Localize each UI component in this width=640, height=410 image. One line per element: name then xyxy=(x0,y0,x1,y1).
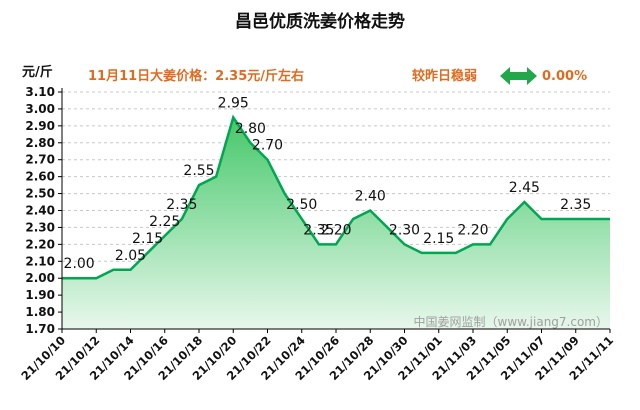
data-label: 2.45 xyxy=(509,180,540,196)
change-percent: 0.00% xyxy=(542,69,587,84)
data-label: 2.05 xyxy=(115,248,146,264)
y-tick-label: 2.50 xyxy=(25,187,55,201)
data-label: 2.95 xyxy=(218,95,249,111)
x-tick-labels: 21/10/1021/10/1221/10/1421/10/1621/10/18… xyxy=(18,329,616,383)
y-tick-label: 3.00 xyxy=(25,102,55,116)
data-label: 2.50 xyxy=(286,197,317,213)
y-tick-label: 3.10 xyxy=(25,85,55,99)
trend-status-text: 较昨日稳弱 xyxy=(412,68,477,84)
data-label: 2.55 xyxy=(183,163,214,179)
y-tick-label: 2.70 xyxy=(25,153,55,167)
y-tick-label: 2.60 xyxy=(25,170,55,184)
data-label: 2.40 xyxy=(355,189,386,205)
y-tick-label: 2.90 xyxy=(25,119,55,133)
data-label: 2.25 xyxy=(149,214,180,230)
data-label: 2.15 xyxy=(132,231,163,247)
double-arrow-icon xyxy=(500,67,537,85)
data-label: 2.15 xyxy=(423,231,454,247)
data-label: 2.20 xyxy=(320,222,351,238)
y-tick-label: 2.80 xyxy=(25,136,55,150)
data-labels: 2.002.052.152.252.352.552.952.802.702.50… xyxy=(64,95,592,272)
y-tick-label: 1.80 xyxy=(25,305,55,319)
y-tick-label: 2.40 xyxy=(25,204,55,218)
y-tick-labels: 1.70 1.80 1.90 2.00 2.10 2.20 2.30 2.40 2.50 2.60… xyxy=(25,85,62,336)
data-label: 2.20 xyxy=(457,222,488,238)
y-tick-label: 1.90 xyxy=(25,288,55,302)
price-info-text: 11月11日大姜价格：2.35元/斤左右 xyxy=(88,68,304,84)
data-label: 2.35 xyxy=(560,197,591,213)
watermark: 中国姜网监制（www.jiang7.com） xyxy=(414,314,608,329)
data-label: 2.30 xyxy=(389,222,420,238)
y-tick-label: 2.00 xyxy=(25,271,55,285)
price-line xyxy=(62,114,610,280)
chart-title: 昌邑优质洗姜价格走势 xyxy=(235,11,405,32)
data-label: 2.00 xyxy=(64,256,95,272)
data-label: 2.70 xyxy=(252,138,283,154)
y-tick-label: 2.30 xyxy=(25,220,55,234)
data-label: 2.35 xyxy=(303,222,334,238)
y-axis-unit: 元/斤 xyxy=(22,64,53,80)
y-tick-label: 2.10 xyxy=(25,254,55,268)
data-label: 2.80 xyxy=(235,121,266,137)
y-tick-label: 1.70 xyxy=(25,322,55,336)
data-label: 2.35 xyxy=(166,197,197,213)
price-area xyxy=(62,117,610,330)
y-tick-label: 2.20 xyxy=(25,237,55,251)
